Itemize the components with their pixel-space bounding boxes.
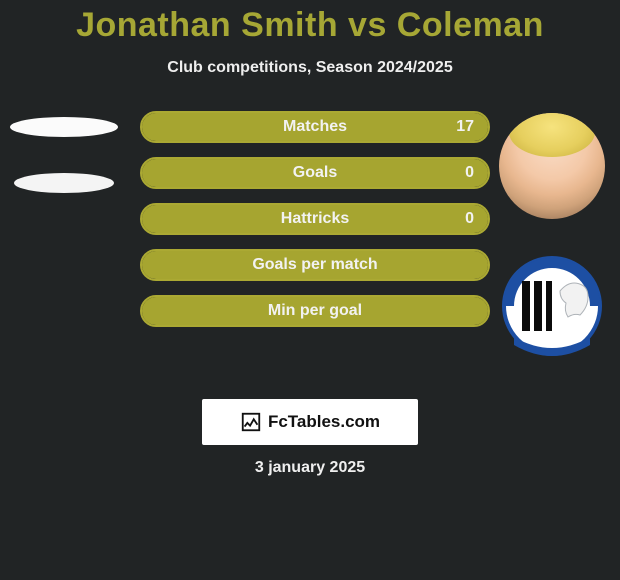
player-left-club-placeholder — [14, 173, 114, 193]
stat-label: Matches — [283, 118, 347, 136]
stat-label: Hattricks — [281, 210, 349, 228]
stat-rows: Matches 17 Goals 0 Hattricks 0 Goals per… — [140, 111, 490, 327]
page-title: Jonathan Smith vs Coleman — [0, 6, 620, 45]
stat-right-value: 17 — [456, 118, 474, 136]
stat-right-value: 0 — [465, 164, 474, 182]
player-right-column — [492, 111, 612, 361]
player-right-avatar — [499, 113, 605, 219]
stat-right-value: 0 — [465, 210, 474, 228]
stat-row-min-per-goal: Min per goal — [140, 295, 490, 327]
club-badge-icon — [502, 251, 602, 361]
brand-icon — [240, 411, 262, 433]
player-left-avatar-placeholder — [10, 117, 118, 137]
stat-row-matches: Matches 17 — [140, 111, 490, 143]
footer-date: 3 january 2025 — [0, 459, 620, 477]
stat-label: Min per goal — [268, 302, 362, 320]
comparison-panel: Matches 17 Goals 0 Hattricks 0 Goals per… — [0, 111, 620, 371]
subtitle: Club competitions, Season 2024/2025 — [0, 59, 620, 77]
stat-row-goals-per-match: Goals per match — [140, 249, 490, 281]
player-left-column — [4, 111, 124, 193]
stat-label: Goals — [293, 164, 337, 182]
stat-row-hattricks: Hattricks 0 — [140, 203, 490, 235]
stat-row-goals: Goals 0 — [140, 157, 490, 189]
brand-text: FcTables.com — [268, 412, 380, 432]
stat-label: Goals per match — [252, 256, 377, 274]
brand-badge[interactable]: FcTables.com — [202, 399, 418, 445]
player-right-club-badge — [502, 251, 602, 361]
